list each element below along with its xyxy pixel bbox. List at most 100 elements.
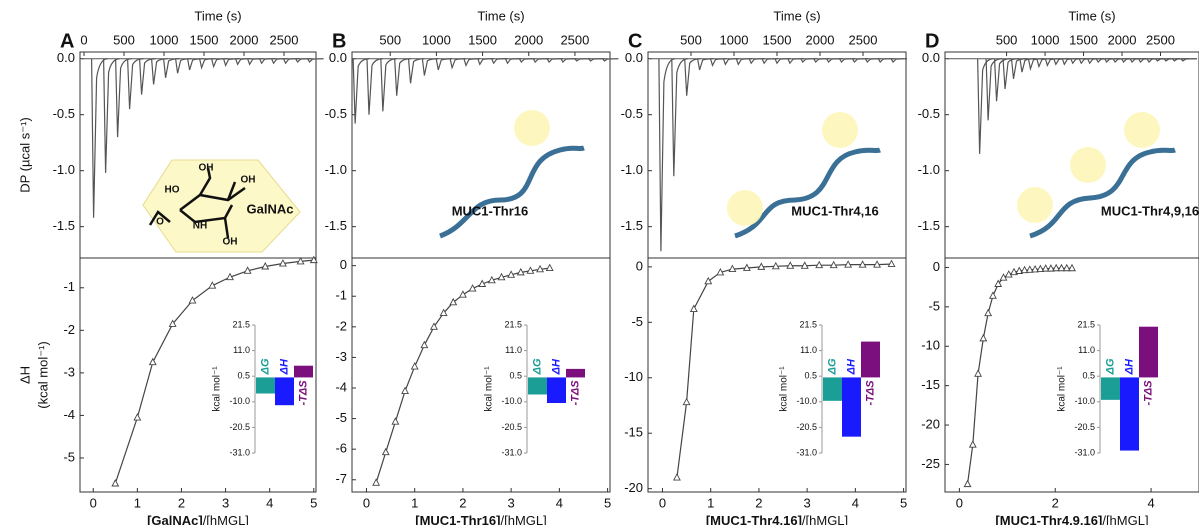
injection-peak	[1019, 58, 1036, 73]
bar	[842, 377, 861, 437]
injection-peak	[139, 58, 156, 95]
bar-label: ΔH	[1123, 358, 1135, 375]
inset-tick-label: -20.5	[229, 422, 250, 432]
injection-peak	[127, 58, 144, 110]
panel-letter: A	[60, 30, 74, 52]
injection-peak	[735, 58, 753, 66]
x-tick-label: 500	[379, 32, 401, 47]
inset-tick-label: 21.5	[232, 319, 250, 329]
data-point	[133, 413, 142, 421]
x-axis-title: Time (s)	[194, 8, 241, 23]
injection-peak	[761, 58, 779, 65]
y-tick-label: -4	[335, 379, 347, 394]
inset-tick-label: 0.5	[1082, 371, 1095, 381]
bar	[528, 377, 547, 395]
injection-peak	[295, 58, 312, 64]
data-point	[111, 479, 120, 487]
ratio-label: [MUC1-Thr16]/[hMGL]	[415, 513, 546, 525]
x-tick-label: 1500	[1069, 32, 1098, 47]
injection-peak	[1010, 58, 1028, 79]
data-point	[815, 260, 824, 269]
x-tick-label: 3	[804, 495, 811, 510]
injection-peak	[211, 58, 228, 69]
bar	[294, 365, 313, 378]
x-tick-label: 2500	[849, 32, 878, 47]
injection-peak	[787, 58, 804, 65]
x-tick-label: 500	[996, 32, 1018, 47]
annotation: O	[156, 217, 164, 228]
data-point	[458, 290, 467, 298]
ratio-label-part: [MUC1-Thr4,16]	[706, 513, 802, 525]
data-point	[979, 333, 988, 342]
data-point	[1004, 270, 1013, 278]
ratio-label-part: [MUC1-Thr16]	[415, 513, 500, 525]
bar-label: -TΔS	[864, 380, 876, 406]
y-tick-label: -25	[921, 456, 940, 471]
inset-tick-label: 11.0	[800, 345, 817, 355]
y-tick-label: -3	[335, 349, 347, 364]
x-tick-label: 5	[310, 495, 317, 510]
injection-peak	[800, 58, 817, 64]
bar-label: ΔG	[259, 358, 271, 375]
data-point	[296, 256, 305, 265]
injection-peak	[223, 58, 240, 68]
y-tick-label: -1	[335, 288, 347, 303]
y-tick-label: -3	[63, 364, 75, 379]
y-tick-label: 0	[636, 258, 643, 273]
y-tick-label: -2	[63, 322, 75, 337]
data-point	[757, 262, 766, 270]
x-tick-label: 0	[659, 495, 666, 510]
data-point	[1068, 263, 1076, 272]
injection-peak	[449, 58, 467, 70]
injection-peak	[602, 58, 619, 62]
inset-tick-label: -10.0	[1074, 396, 1095, 406]
data-point	[536, 264, 545, 273]
y-tick-label: -15	[624, 425, 643, 440]
ratio-label-part: [GalNAc]	[147, 513, 203, 525]
inset-tick-label: 11.0	[1078, 345, 1095, 355]
inset-tick-label: 21.5	[1077, 319, 1095, 329]
injection-peak	[1180, 58, 1197, 62]
x-tick-label: 1500	[468, 32, 497, 47]
data-point	[478, 279, 487, 287]
x-tick-label: 5	[604, 495, 611, 510]
x-tick-label: 4	[1147, 495, 1154, 510]
injection-peak	[877, 58, 895, 64]
y-axis-title: (kcal mol⁻¹)	[35, 341, 50, 409]
x-tick-label: 1500	[190, 32, 219, 47]
data-point	[278, 259, 287, 267]
annotation: HO	[165, 185, 180, 196]
y-tick-label: 0	[340, 257, 347, 272]
data-point	[1010, 267, 1018, 276]
injection-peak	[1002, 58, 1020, 90]
inset-axis-title: kcal mol⁻¹	[1057, 366, 1068, 412]
y-tick-label: -0.5	[621, 106, 643, 121]
data-point	[829, 260, 838, 269]
injection-peak	[838, 58, 856, 64]
galnac-structure	[148, 167, 246, 239]
x-tick-label: 2500	[270, 32, 299, 47]
bar-label: ΔH	[278, 358, 290, 375]
data-point	[468, 284, 477, 292]
data-point	[168, 319, 177, 327]
inset-tick-label: -10.0	[501, 396, 522, 406]
inset-tick-label: -20.5	[796, 422, 817, 432]
data-point	[401, 386, 409, 395]
bar	[566, 368, 585, 378]
inset-tick-label: -10.0	[229, 396, 250, 406]
injection-peak	[247, 58, 264, 66]
x-tick-label: 2000	[514, 32, 543, 47]
x-tick-label: 2	[178, 495, 185, 510]
sugar	[1017, 187, 1053, 223]
data-point	[439, 308, 448, 317]
data-point	[682, 397, 691, 406]
bar-label: ΔH	[845, 358, 857, 375]
injection-peak	[697, 58, 714, 71]
ratio-label-part: /[hMGL]	[203, 513, 249, 525]
plot-frame	[944, 51, 1199, 259]
data-point	[994, 279, 1003, 287]
data-point	[226, 272, 234, 281]
data-point	[410, 362, 419, 370]
